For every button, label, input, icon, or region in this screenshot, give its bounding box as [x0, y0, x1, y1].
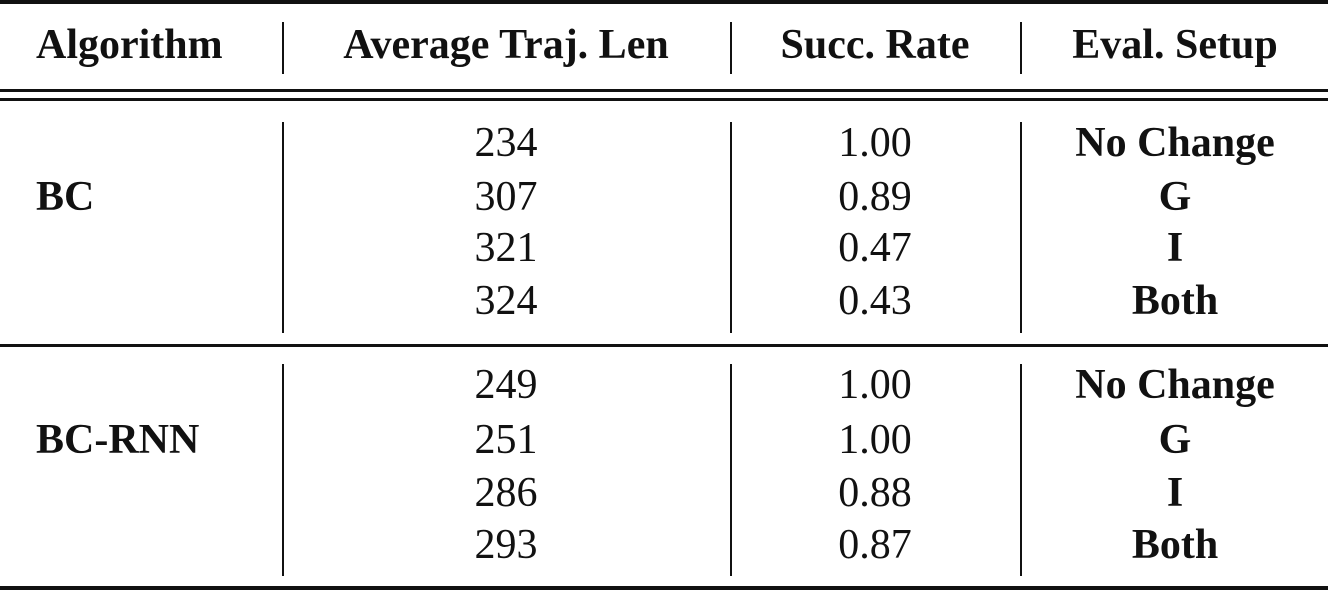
- bottom-rule: [0, 586, 1328, 590]
- header-column-divider: [730, 22, 732, 74]
- success-rate: 1.00: [838, 417, 912, 463]
- evaluation-setup: No Change: [1075, 362, 1275, 408]
- trajectory-length: 234: [474, 120, 538, 166]
- success-rate: 0.47: [838, 225, 912, 271]
- evaluation-setup: G: [1158, 174, 1192, 220]
- group-column-divider: [1020, 122, 1022, 333]
- success-rate: 1.00: [838, 120, 912, 166]
- header-algorithm: Algorithm: [36, 22, 223, 68]
- trajectory-length: 307: [474, 174, 538, 220]
- header-rule-lower: [0, 98, 1328, 101]
- trajectory-length: 251: [474, 417, 538, 463]
- evaluation-setup: Both: [1131, 278, 1219, 324]
- group-column-divider: [1020, 364, 1022, 576]
- header-column-divider: [282, 22, 284, 74]
- evaluation-setup: G: [1158, 417, 1192, 463]
- trajectory-length: 321: [474, 225, 538, 271]
- trajectory-length: 249: [474, 362, 538, 408]
- success-rate: 0.43: [838, 278, 912, 324]
- top-rule: [0, 0, 1328, 4]
- header-eval-setup: Eval. Setup: [1072, 22, 1278, 68]
- header-succ-rate: Succ. Rate: [780, 22, 970, 68]
- header-average-traj-len: Average Traj. Len: [343, 22, 669, 68]
- evaluation-setup: I: [1166, 470, 1184, 516]
- trajectory-length: 324: [474, 278, 538, 324]
- trajectory-length: 293: [474, 522, 538, 568]
- evaluation-setup: Both: [1131, 522, 1219, 568]
- group-column-divider: [730, 122, 732, 333]
- success-rate: 1.00: [838, 362, 912, 408]
- trajectory-length: 286: [474, 470, 538, 516]
- algorithm-label: BC-RNN: [36, 417, 200, 463]
- success-rate: 0.89: [838, 174, 912, 220]
- algorithm-label: BC: [36, 174, 95, 220]
- group-column-divider: [282, 364, 284, 576]
- success-rate: 0.88: [838, 470, 912, 516]
- header-rule-upper: [0, 89, 1328, 92]
- evaluation-setup: No Change: [1075, 120, 1275, 166]
- group-column-divider: [730, 364, 732, 576]
- success-rate: 0.87: [838, 522, 912, 568]
- evaluation-setup: I: [1166, 225, 1184, 271]
- header-column-divider: [1020, 22, 1022, 74]
- group-column-divider: [282, 122, 284, 333]
- group-separator-rule: [0, 344, 1328, 347]
